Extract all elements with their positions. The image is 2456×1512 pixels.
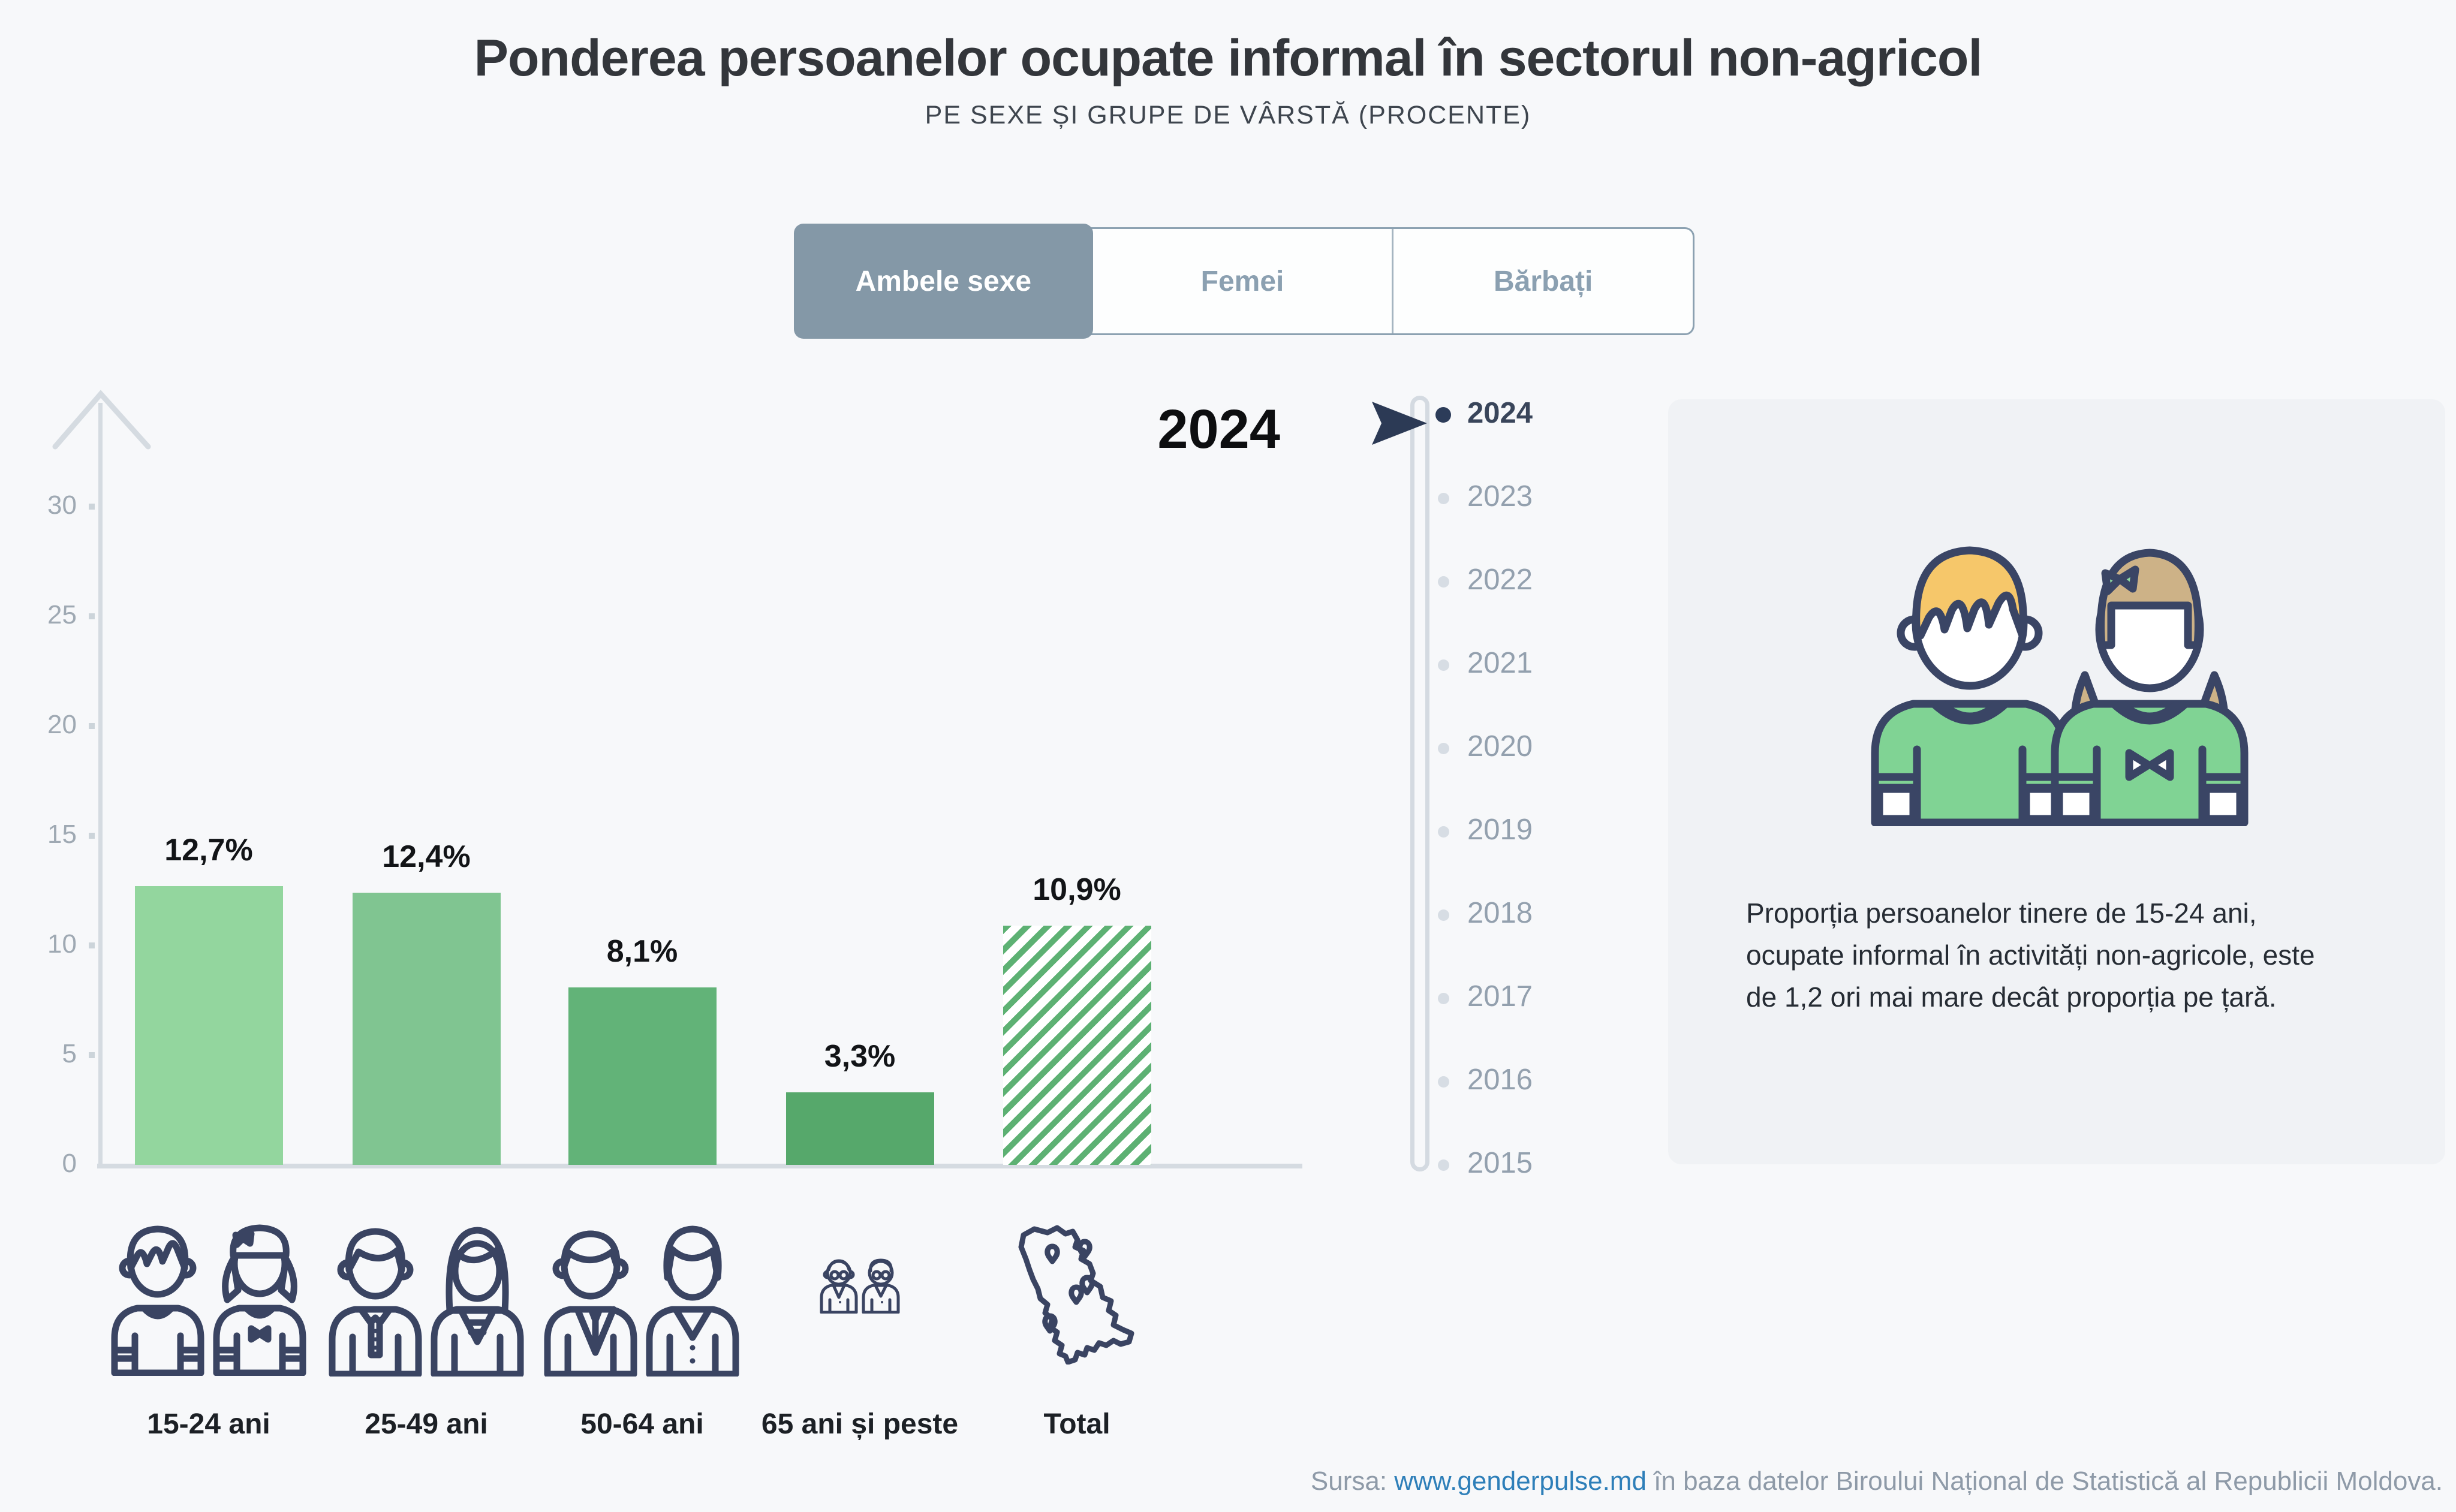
timeline-year-2015[interactable]: 2015 (1467, 1147, 1533, 1179)
source-line: Sursa: www.genderpulse.md în baza datelo… (1311, 1466, 2443, 1496)
timeline-year-2016[interactable]: 2016 (1467, 1064, 1533, 1096)
y-axis-line (98, 403, 103, 1167)
page-title: Ponderea persoanelor ocupate informal în… (474, 29, 1983, 87)
moldova-map-icon (1018, 1225, 1134, 1365)
y-tick-label: 5 (62, 1039, 77, 1068)
girl-hair-bow (2115, 565, 2139, 593)
timeline-year-2017[interactable]: 2017 (1467, 980, 1533, 1013)
timeline-year-2024[interactable]: 2024 (1467, 397, 1533, 429)
girl-bow-tie (2125, 749, 2153, 781)
y-tick-label: 25 (47, 600, 77, 630)
bar-15-24-ani[interactable] (134, 886, 283, 1165)
timeline-year-2021[interactable]: 2021 (1467, 647, 1533, 679)
sex-filter-tabs: Ambele sexe Femei Bărbați (794, 224, 1694, 339)
category-label: 25-49 ani (365, 1408, 488, 1440)
y-tick-label: 30 (47, 490, 77, 520)
y-tick-label: 10 (47, 929, 77, 959)
timeline-dot-2022[interactable] (1438, 576, 1449, 588)
adult-couple-icon (329, 1227, 524, 1377)
category-label: Total (1043, 1408, 1110, 1440)
bar-value-label: 3,3% (824, 1039, 896, 1074)
girl-bow-tie (2147, 749, 2174, 781)
timeline-dot-2015[interactable] (1438, 1159, 1449, 1171)
bar-value-label: 10,9% (1033, 872, 1121, 907)
timeline-dot-2023[interactable] (1438, 493, 1449, 504)
timeline-year-2022[interactable]: 2022 (1467, 564, 1533, 596)
boy-and-girl-illustration (1871, 546, 2249, 826)
category-label: 50-64 ani (580, 1408, 704, 1440)
timeline-track[interactable] (1410, 396, 1429, 1171)
y-tick-label: 15 (47, 820, 77, 849)
y-tick-mark (89, 1052, 95, 1058)
y-tick-mark (89, 942, 95, 948)
category-label: 65 ani și peste (761, 1408, 959, 1440)
y-tick-mark (89, 833, 95, 839)
timeline-year-2023[interactable]: 2023 (1467, 480, 1533, 513)
bar-25-49-ani[interactable] (352, 893, 501, 1165)
timeline-dot-2020[interactable] (1438, 743, 1449, 754)
tab-ambele-sexe[interactable]: Ambele sexe (794, 224, 1093, 339)
selected-year-label: 2024 (1157, 399, 1280, 460)
y-tick-label: 20 (47, 710, 77, 739)
x-axis-line (97, 1164, 1302, 1168)
bar-value-label: 12,4% (382, 839, 471, 874)
timeline-arrow-icon (1372, 402, 1427, 445)
source-link[interactable]: www.genderpulse.md (1394, 1466, 1647, 1496)
highlight-text: Proporția persoanelor tinere de 15-24 an… (1746, 897, 2315, 1013)
bar-total[interactable] (1003, 926, 1151, 1165)
category-label: 15-24 ani (147, 1408, 270, 1440)
elderly-couple-icon (820, 1258, 900, 1314)
boy-hair (1912, 546, 2027, 640)
timeline-dot-2017[interactable] (1438, 993, 1449, 1004)
timeline-dot-2024[interactable] (1435, 407, 1451, 423)
senior-couple-icon (544, 1225, 739, 1377)
timeline-year-2019[interactable]: 2019 (1467, 814, 1533, 846)
young-couple-icon (111, 1224, 306, 1376)
y-tick-mark (89, 723, 95, 729)
tab-femei[interactable]: Femei (1200, 265, 1284, 297)
y-tick-mark (89, 613, 95, 619)
timeline-year-2018[interactable]: 2018 (1467, 897, 1533, 929)
bar-65-ani-și-peste[interactable] (785, 1092, 934, 1165)
y-tick-mark (89, 504, 95, 510)
bar-value-label: 8,1% (606, 934, 678, 969)
timeline-year-2020[interactable]: 2020 (1467, 730, 1533, 763)
source-prefix: Sursa: (1310, 1466, 1395, 1496)
girl-hair-bow (2101, 569, 2124, 595)
timeline-dot-2021[interactable] (1438, 659, 1449, 671)
source-suffix: în baza datelor Biroului Național de Sta… (1646, 1466, 2443, 1496)
timeline-dot-2018[interactable] (1438, 909, 1449, 921)
page-subtitle: PE SEXE ȘI GRUPE DE VÂRSTĂ (PROCENTE) (925, 101, 1531, 129)
timeline-dot-2019[interactable] (1438, 826, 1449, 838)
y-axis-arrow-icon (52, 390, 151, 450)
bar-50-64-ani[interactable] (568, 987, 717, 1165)
timeline-dot-2016[interactable] (1438, 1076, 1449, 1088)
bar-value-label: 12,7% (164, 833, 253, 868)
y-tick-label: 0 (62, 1149, 77, 1178)
tab-bărbați[interactable]: Bărbați (1392, 229, 1693, 333)
